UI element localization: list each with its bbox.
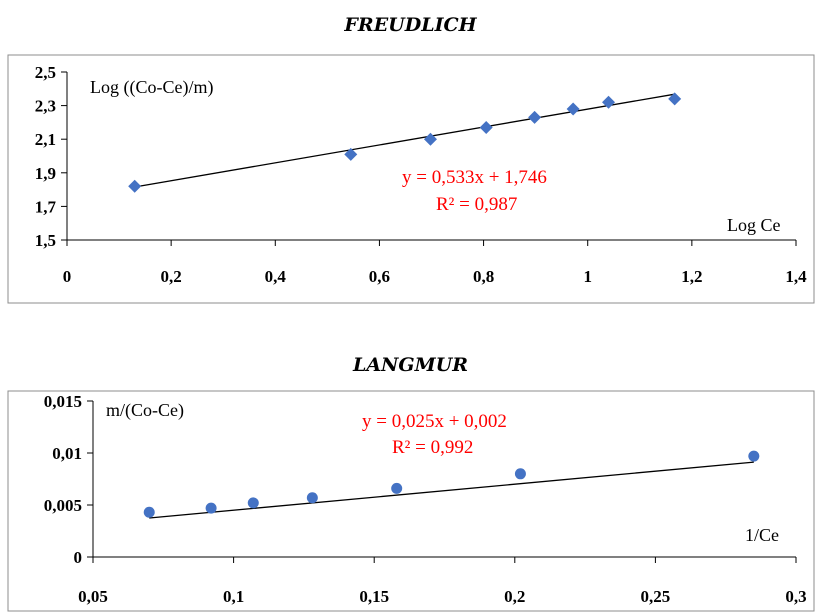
langmur-data-point [391, 482, 403, 494]
langmur-x-tick-label: 0,3 [785, 587, 806, 606]
langmur-x-tick-label: 0,25 [641, 587, 671, 606]
freudlich-data-point [602, 95, 616, 109]
freudlich-x-tick-label: 0,6 [369, 267, 390, 286]
freudlich-x-tick-label: 0,2 [161, 267, 182, 286]
langmur-y-axis-label: m/(Co-Ce) [106, 400, 184, 421]
langmur-title: LANGMUR [352, 354, 469, 376]
langmur-x-tick-label: 0,1 [223, 587, 244, 606]
freudlich-y-tick-label: 1,9 [35, 164, 56, 183]
freudlich-x-tick-label: 1,2 [681, 267, 702, 286]
freudlich-x-tick-label: 1,4 [785, 267, 807, 286]
freudlich-y-tick-label: 2,5 [35, 63, 56, 82]
langmur-data-point [247, 497, 259, 509]
langmur-x-tick-label: 0,2 [504, 587, 525, 606]
freudlich-y-tick-label: 2,3 [35, 97, 56, 116]
freudlich-data-point [479, 120, 493, 134]
langmur-data-point [205, 502, 217, 514]
freudlich-data-point [528, 110, 542, 124]
langmur-r-squared: R² = 0,992 [392, 437, 473, 458]
freudlich-x-tick-label: 0,8 [473, 267, 494, 286]
freudlich-data-point [566, 102, 580, 116]
freudlich-data-point [344, 147, 358, 161]
langmur-y-tick-label: 0 [74, 548, 83, 567]
freudlich-x-tick-label: 0,4 [265, 267, 287, 286]
langmur-x-tick-label: 0,15 [359, 587, 389, 606]
freudlich-plot: Log ((Co-Ce)/m) Log Ce y = 0,533x + 1,74… [35, 63, 807, 286]
freudlich-r-squared: R² = 0,987 [436, 194, 517, 215]
langmur-chart-frame [7, 390, 815, 612]
freudlich-x-tick-label: 1 [583, 267, 592, 286]
freudlich-data-point [128, 179, 142, 193]
langmur-x-axis-label: 1/Ce [745, 525, 779, 545]
freudlich-equation: y = 0,533x + 1,746 [402, 167, 547, 188]
langmur-data-point [306, 492, 318, 504]
langmur-data-point [143, 506, 155, 518]
freudlich-trendline [134, 93, 675, 188]
freudlich-data-point [423, 132, 437, 146]
langmur-data-point [514, 468, 526, 480]
langmur-y-tick-label: 0,005 [44, 496, 82, 515]
langmur-y-tick-label: 0,015 [44, 392, 82, 411]
freudlich-y-tick-label: 1,5 [35, 231, 56, 250]
langmur-y-tick-label: 0,01 [52, 444, 82, 463]
langmur-trendline [149, 461, 754, 519]
langmur-x-tick-label: 0,05 [78, 587, 108, 606]
freudlich-title: FREUDLICH [344, 14, 477, 36]
langmur-equation: y = 0,025x + 0,002 [362, 411, 507, 432]
freudlich-data-point [668, 92, 682, 106]
freudlich-x-axis-label: Log Ce [727, 215, 781, 235]
freudlich-y-tick-label: 1,7 [35, 197, 57, 216]
freudlich-x-tick-label: 0 [63, 267, 72, 286]
freudlich-chart-frame [7, 54, 815, 304]
freudlich-y-tick-label: 2,1 [35, 130, 56, 149]
freudlich-y-axis-label: Log ((Co-Ce)/m) [90, 77, 213, 98]
langmur-plot: m/(Co-Ce) 1/Ce y = 0,025x + 0,002 R² = 0… [44, 392, 807, 606]
langmur-data-point [748, 450, 760, 462]
